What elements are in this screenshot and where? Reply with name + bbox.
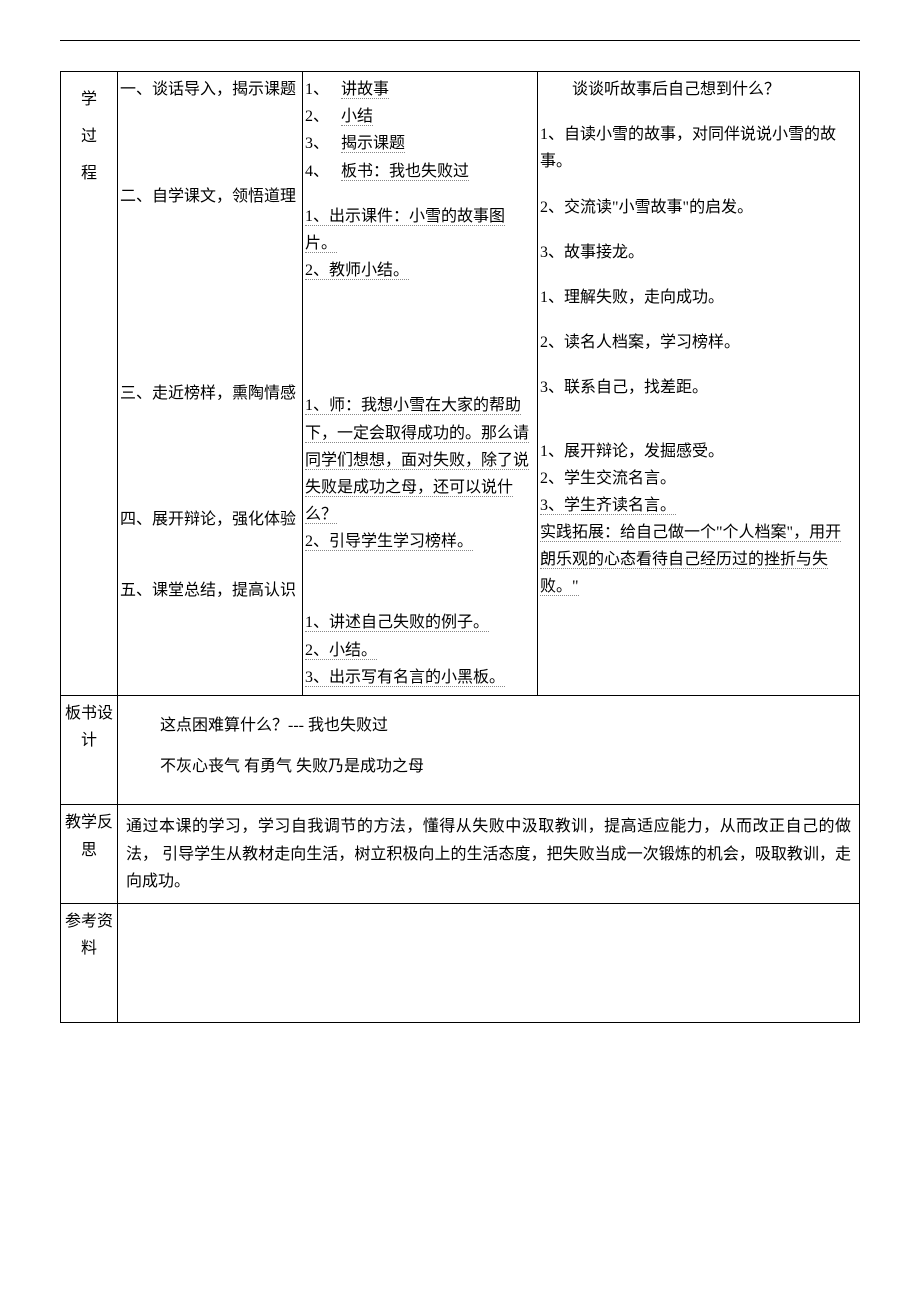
teacher-item: 3、 揭示课题 bbox=[305, 130, 535, 157]
student-item: 3、故事接龙。 bbox=[540, 239, 857, 266]
row-reflection: 教学反思 通过本课的学习，学习自我调节的方法，懂得从失败中汲取教训，提高适应能力… bbox=[61, 805, 860, 904]
reference-cell bbox=[118, 903, 860, 1022]
page-container: 学 过 程 一、谈话导入，揭示课题 二、自学课文，领悟道理 三、走近榜样，熏陶情… bbox=[60, 40, 860, 1023]
teacher-item: 1、讲述自己失败的例子。 bbox=[305, 609, 535, 636]
text: 2、引导学生学习榜样。 bbox=[305, 533, 473, 551]
text: 1、出示课件：小雪的故事图片。 bbox=[305, 208, 505, 253]
text: 谈谈听故事后自己想到什么？ bbox=[572, 81, 780, 98]
teacher-item: 2、小结。 bbox=[305, 637, 535, 664]
student-item: 3、联系自己，找差距。 bbox=[540, 374, 857, 401]
section-title-3: 三、走近榜样，熏陶情感 bbox=[120, 380, 300, 407]
row-reference: 参考资料 bbox=[61, 903, 860, 1022]
text: 小结 bbox=[341, 108, 373, 126]
label-char: 过 bbox=[63, 123, 115, 150]
label-process: 学 过 程 bbox=[61, 72, 118, 696]
teacher-item: 4、 板书：我也失败过 bbox=[305, 158, 535, 185]
reflection-cell: 通过本课的学习，学习自我调节的方法，懂得从失败中汲取教训，提高适应能力，从而改正… bbox=[118, 805, 860, 904]
student-item: 1、展开辩论，发掘感受。 bbox=[540, 438, 857, 465]
lesson-plan-table: 学 过 程 一、谈话导入，揭示课题 二、自学课文，领悟道理 三、走近榜样，熏陶情… bbox=[60, 71, 860, 1023]
col-sections: 一、谈话导入，揭示课题 二、自学课文，领悟道理 三、走近榜样，熏陶情感 四、展开… bbox=[118, 72, 303, 696]
teacher-item: 1、师：我想小雪在大家的帮助下，一定会取得成功的。那么请同学们想想，面对失败，除… bbox=[305, 392, 535, 528]
row-board: 板书设计 这点困难算什么？--- 我也失败过 不灰心丧气 有勇气 失败乃是成功之… bbox=[61, 696, 860, 805]
section-title-5: 五、课堂总结，提高认识 bbox=[120, 577, 300, 604]
section-title-4: 四、展开辩论，强化体验 bbox=[120, 506, 300, 533]
board-line-1: 这点困难算什么？--- 我也失败过 bbox=[160, 712, 847, 739]
label-board: 板书设计 bbox=[61, 696, 118, 805]
section-title-2: 二、自学课文，领悟道理 bbox=[120, 183, 300, 210]
text: 2、教师小结。 bbox=[305, 262, 409, 280]
section-title-1: 一、谈话导入，揭示课题 bbox=[120, 76, 300, 103]
text: 3、学生齐读名言。 bbox=[540, 497, 676, 515]
label-char: 学 bbox=[63, 86, 115, 113]
text: 3、出示写有名言的小黑板。 bbox=[305, 669, 505, 687]
num: 1、 bbox=[305, 81, 329, 98]
student-item: 1、自读小雪的故事，对同伴说说小雪的故事。 bbox=[540, 121, 857, 175]
student-item: 2、读名人档案，学习榜样。 bbox=[540, 329, 857, 356]
teacher-item: 3、出示写有名言的小黑板。 bbox=[305, 664, 535, 691]
row-process: 学 过 程 一、谈话导入，揭示课题 二、自学课文，领悟道理 三、走近榜样，熏陶情… bbox=[61, 72, 860, 696]
teacher-item: 1、出示课件：小雪的故事图片。 bbox=[305, 203, 535, 257]
teacher-item: 2、引导学生学习榜样。 bbox=[305, 528, 535, 555]
student-intro: 谈谈听故事后自己想到什么？ bbox=[540, 76, 857, 103]
text: 实践拓展：给自己做一个"个人档案"，用开朗乐观的心态看待自己经历过的挫折与失败。… bbox=[540, 524, 841, 596]
text: 1、师：我想小雪在大家的帮助下，一定会取得成功的。那么请同学们想想，面对失败，除… bbox=[305, 397, 529, 524]
teacher-item: 2、 小结 bbox=[305, 103, 535, 130]
text: 2、小结。 bbox=[305, 642, 377, 660]
num: 2、 bbox=[305, 108, 329, 125]
num: 3、 bbox=[305, 135, 329, 152]
reflection-text: 通过本课的学习，学习自我调节的方法，懂得从失败中汲取教训，提高适应能力，从而改正… bbox=[120, 809, 857, 899]
label-reference: 参考资料 bbox=[61, 903, 118, 1022]
student-item: 2、学生交流名言。 bbox=[540, 465, 857, 492]
text: 1、讲述自己失败的例子。 bbox=[305, 614, 489, 632]
num: 4、 bbox=[305, 163, 329, 180]
student-item: 2、交流读"小雪故事"的启发。 bbox=[540, 194, 857, 221]
top-rule bbox=[60, 40, 860, 41]
label-reflection: 教学反思 bbox=[61, 805, 118, 904]
text: 揭示课题 bbox=[341, 135, 405, 153]
label-char: 程 bbox=[63, 160, 115, 187]
text: 讲故事 bbox=[341, 81, 389, 99]
text: 板书：我也失败过 bbox=[341, 163, 469, 181]
teacher-item: 2、教师小结。 bbox=[305, 257, 535, 284]
student-item: 3、学生齐读名言。 bbox=[540, 492, 857, 519]
teacher-item: 1、 讲故事 bbox=[305, 76, 535, 103]
col-teacher: 1、 讲故事 2、 小结 3、 揭示课题 4、 板书：我也失败过 1、出示课件：… bbox=[303, 72, 538, 696]
board-content-cell: 这点困难算什么？--- 我也失败过 不灰心丧气 有勇气 失败乃是成功之母 bbox=[118, 696, 860, 805]
student-item: 实践拓展：给自己做一个"个人档案"，用开朗乐观的心态看待自己经历过的挫折与失败。… bbox=[540, 519, 857, 601]
board-line-2: 不灰心丧气 有勇气 失败乃是成功之母 bbox=[160, 753, 847, 780]
col-student: 谈谈听故事后自己想到什么？ 1、自读小雪的故事，对同伴说说小雪的故事。 2、交流… bbox=[538, 72, 860, 696]
student-item: 1、理解失败，走向成功。 bbox=[540, 284, 857, 311]
